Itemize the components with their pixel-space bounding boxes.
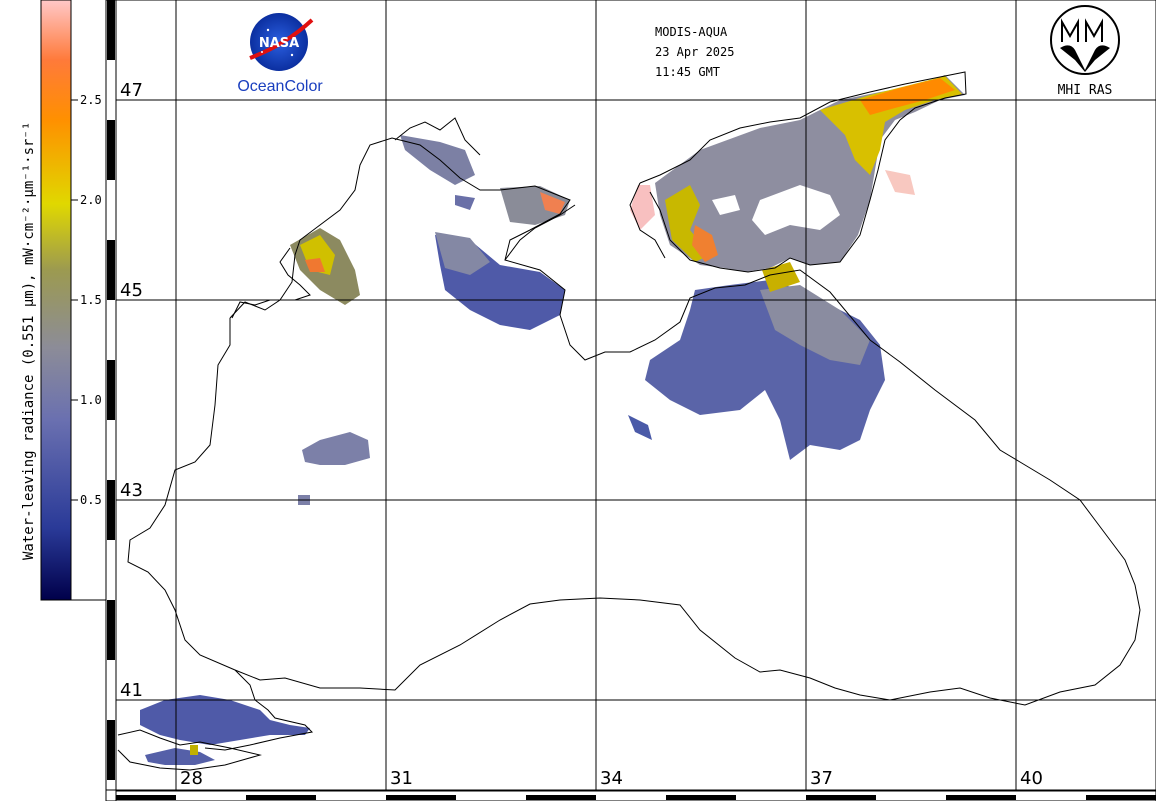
map-frame [105,0,1156,801]
bottom-scale-bar [115,790,1156,801]
sivash-coast [629,182,666,259]
mhi-ras-logo: MHI RAS [1050,5,1120,98]
crimea-coast [504,204,576,261]
sivash-pink [630,185,655,230]
date-label: 23 Apr 2025 [655,45,734,59]
azov-clear-small [712,195,740,215]
dnieper-patch [500,186,570,225]
marmara-coast [117,729,262,771]
colorbar-tick-label: 1.0 [80,393,102,407]
kerch-grey-patch [760,285,870,365]
lon-label: 28 [180,768,203,789]
bosporus-coast [204,669,314,751]
colorbar-tick-label: 2.5 [80,93,102,107]
time-label: 11:45 GMT [655,65,720,79]
left-scale-bar [105,0,117,791]
azov-orange-patch [692,225,718,262]
colorbar-tick-label: 2.0 [80,193,102,207]
nasa-meatball-icon [250,13,308,71]
colorbar-title: Water-leaving radiance (0.551 μm), mW·cm… [21,122,37,560]
kerch-yellow [762,262,800,292]
radiance-patches [140,75,965,765]
lon-label: 34 [600,768,623,789]
oceancolor-logo-text: OceanColor [237,78,323,95]
colorbar-ticks: 2.5 2.0 1.5 1.0 0.5 [71,93,102,507]
lat-label: 45 [120,280,143,301]
grid-labels: 47 45 43 41 28 31 34 37 40 [120,80,1043,789]
nasa-swoosh-icon [249,18,314,60]
nasa-logo-text: NASA [259,36,299,51]
colorbar: 2.5 2.0 1.5 1.0 0.5 Water-leaving radian… [21,0,106,601]
marmara-south-patch [145,748,215,765]
odesa-coast-detail [394,117,481,156]
marmara-patch [140,695,310,745]
central-west-patch [302,432,370,465]
lon-label: 31 [390,768,413,789]
nasa-oceancolor-logo: NASA OceanColor [237,13,323,95]
azov-clear-area [752,185,840,235]
azov-sea-patch [655,75,965,272]
black-sea-coast [127,137,1141,706]
marmara-yellow [190,745,198,755]
colorbar-gradient [40,0,72,601]
coastline [117,71,1141,771]
header: MODIS-AQUA 23 Apr 2025 11:45 GMT [655,25,734,79]
kerch-blue-patch [645,280,885,460]
karkinit-grey-patch [435,232,490,275]
lat-label: 41 [120,680,143,701]
azov-coast [639,71,967,273]
colorbar-tick-label: 0.5 [80,493,102,507]
dnieper-orange [540,192,565,214]
odesa-bay-patch [400,135,475,185]
se-crimea-blue [628,415,652,440]
azov-ne-yellow [820,76,962,175]
graticule [116,0,1156,790]
lon-label: 40 [1020,768,1043,789]
taganrog-pink [885,170,915,195]
mhi-logo-text: MHI RAS [1058,83,1113,98]
odesa-small [455,195,475,210]
azov-ne-orange [860,78,955,115]
lat-label: 47 [120,80,143,101]
colorbar-tick-label: 1.5 [80,293,102,307]
lat-label: 43 [120,480,143,501]
lon-label: 37 [810,768,833,789]
danube-coast-detail [231,247,311,319]
danube-orange [305,258,325,272]
sensor-label: MODIS-AQUA [655,25,728,39]
